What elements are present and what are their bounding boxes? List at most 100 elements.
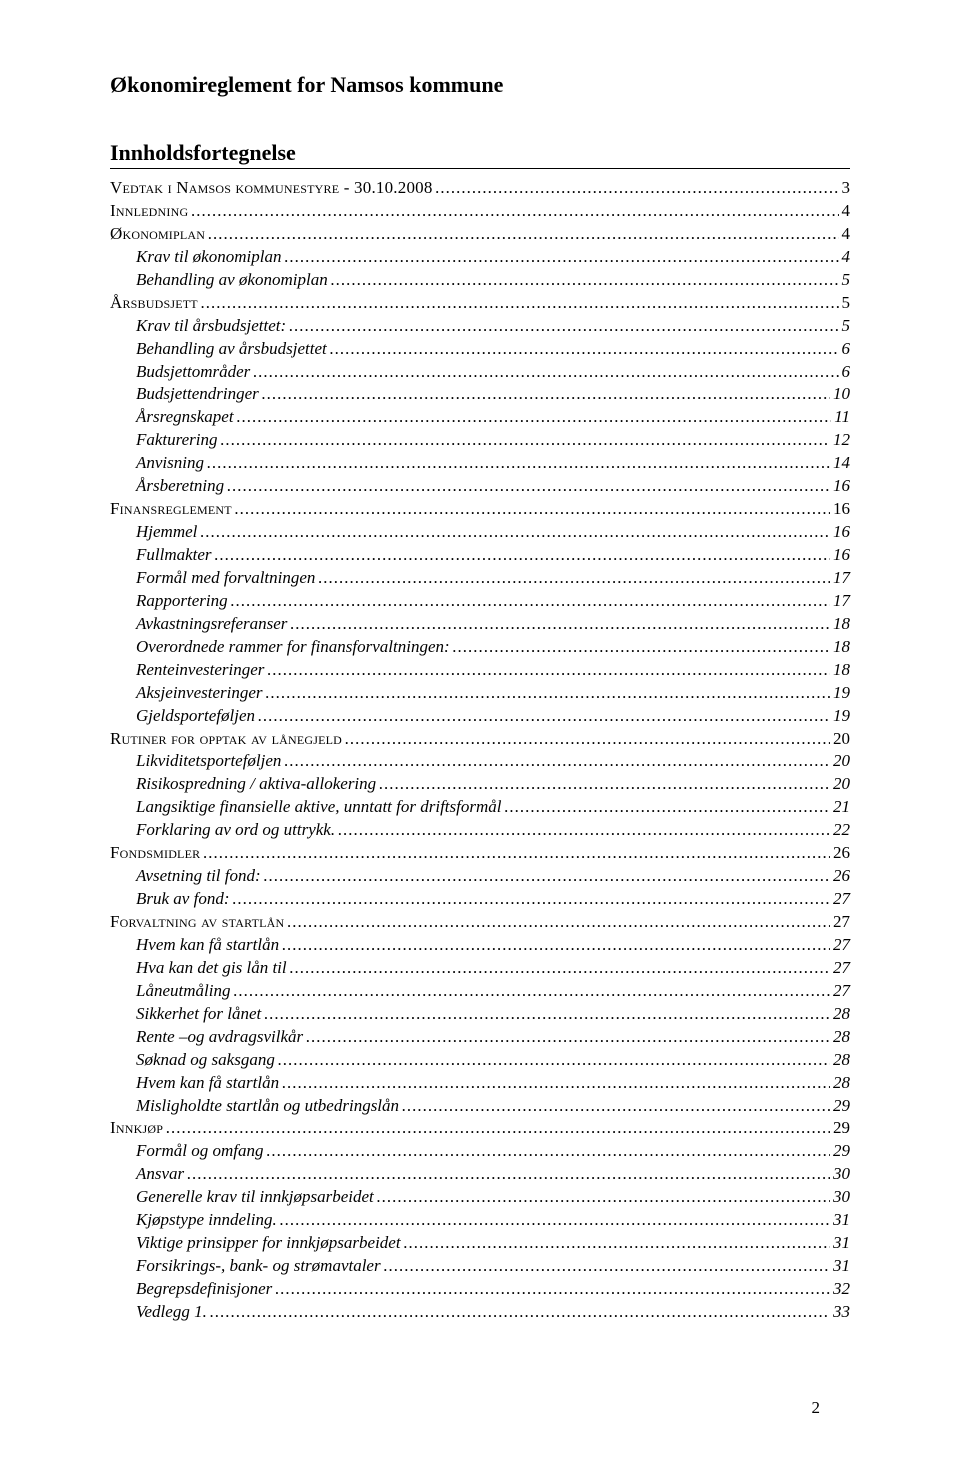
toc-row: Aksjeinvesteringer 19 <box>110 682 850 705</box>
toc-leader-dots <box>232 888 830 911</box>
toc-row: Budsjettendringer 10 <box>110 383 850 406</box>
toc-page-number: 6 <box>842 361 851 384</box>
toc-row: Likviditetsporteføljen 20 <box>110 750 850 773</box>
toc-row: Behandling av økonomiplan 5 <box>110 269 850 292</box>
toc-page-number: 18 <box>833 613 850 636</box>
toc-row: Hvem kan få startlån 28 <box>110 1072 850 1095</box>
toc-label: Krav til økonomiplan <box>136 246 281 269</box>
toc-label: Vedtak i Namsos kommunestyre - 30.10.200… <box>110 177 433 200</box>
toc-page-number: 11 <box>834 406 850 429</box>
table-of-contents: Vedtak i Namsos kommunestyre - 30.10.200… <box>110 177 850 1324</box>
toc-label: Likviditetsporteføljen <box>136 750 281 773</box>
toc-row: Generelle krav til innkjøpsarbeidet 30 <box>110 1186 850 1209</box>
toc-page-number: 5 <box>842 292 851 315</box>
toc-leader-dots <box>215 544 830 567</box>
toc-page-number: 4 <box>842 223 851 246</box>
toc-page-number: 16 <box>833 521 850 544</box>
toc-page-number: 5 <box>842 269 851 292</box>
toc-page-number: 33 <box>833 1301 850 1324</box>
toc-label: Innledning <box>110 200 188 223</box>
toc-leader-dots <box>318 567 830 590</box>
toc-label: Langsiktige finansielle aktive, unntatt … <box>136 796 501 819</box>
toc-row: Formål med forvaltningen 17 <box>110 567 850 590</box>
toc-leader-dots <box>330 338 839 361</box>
toc-leader-dots <box>221 429 830 452</box>
toc-label: Viktige prinsipper for innkjøpsarbeidet <box>136 1232 401 1255</box>
toc-label: Avkastningsreferanser <box>136 613 287 636</box>
toc-page-number: 27 <box>833 888 850 911</box>
toc-leader-dots <box>284 750 830 773</box>
toc-label: Fondsmidler <box>110 842 200 865</box>
toc-page-number: 16 <box>833 544 850 567</box>
toc-label: Misligholdte startlån og utbedringslån <box>136 1095 399 1118</box>
toc-leader-dots <box>258 705 830 728</box>
toc-label: Begrepsdefinisjoner <box>136 1278 272 1301</box>
toc-page-number: 12 <box>833 429 850 452</box>
toc-leader-dots <box>278 1049 830 1072</box>
toc-label: Låneutmåling <box>136 980 230 1003</box>
toc-row: Overordnede rammer for finansforvaltning… <box>110 636 850 659</box>
toc-leader-dots <box>377 1186 830 1209</box>
toc-label: Hvem kan få startlån <box>136 934 279 957</box>
toc-page-number: 26 <box>833 865 850 888</box>
toc-leader-dots <box>282 934 830 957</box>
toc-leader-dots <box>331 269 839 292</box>
toc-row: Forklaring av ord og uttrykk. 22 <box>110 819 850 842</box>
toc-label: Formål og omfang <box>136 1140 264 1163</box>
toc-row: Fondsmidler 26 <box>110 842 850 865</box>
toc-label: Rapportering <box>136 590 228 613</box>
toc-label: Budsjettområder <box>136 361 250 384</box>
toc-leader-dots <box>436 177 839 200</box>
toc-label: Behandling av årsbudsjettet <box>136 338 327 361</box>
toc-row: Søknad og saksgang 28 <box>110 1049 850 1072</box>
toc-page-number: 20 <box>833 750 850 773</box>
toc-label: Ansvar <box>136 1163 184 1186</box>
toc-row: Årsbudsjett 5 <box>110 292 850 315</box>
toc-leader-dots <box>289 315 838 338</box>
toc-label: Rutiner for opptak av lånegjeld <box>110 728 342 751</box>
toc-leader-dots <box>267 659 830 682</box>
toc-row: Renteinvesteringer 18 <box>110 659 850 682</box>
toc-row: Årsregnskapet 11 <box>110 406 850 429</box>
toc-leader-dots <box>231 590 830 613</box>
toc-label: Budsjettendringer <box>136 383 259 406</box>
toc-leader-dots <box>191 200 838 223</box>
toc-page-number: 26 <box>833 842 850 865</box>
toc-row: Vedtak i Namsos kommunestyre - 30.10.200… <box>110 177 850 200</box>
toc-label: Innkjøp <box>110 1117 163 1140</box>
toc-page-number: 28 <box>833 1049 850 1072</box>
divider <box>110 168 850 169</box>
toc-leader-dots <box>453 636 830 659</box>
toc-row: Fakturering 12 <box>110 429 850 452</box>
toc-row: Risikospredning / aktiva-allokering 20 <box>110 773 850 796</box>
toc-row: Krav til årsbudsjettet: 5 <box>110 315 850 338</box>
toc-page-number: 3 <box>842 177 851 200</box>
toc-page-number: 31 <box>833 1255 850 1278</box>
toc-page-number: 16 <box>833 475 850 498</box>
toc-page-number: 5 <box>842 315 851 338</box>
toc-row: Langsiktige finansielle aktive, unntatt … <box>110 796 850 819</box>
toc-leader-dots <box>306 1026 830 1049</box>
toc-label: Fakturering <box>136 429 218 452</box>
toc-page-number: 29 <box>833 1095 850 1118</box>
toc-row: Årsberetning 16 <box>110 475 850 498</box>
toc-row: Budsjettområder 6 <box>110 361 850 384</box>
toc-label: Sikkerhet for lånet <box>136 1003 261 1026</box>
toc-row: Rapportering 17 <box>110 590 850 613</box>
toc-leader-dots <box>235 498 830 521</box>
toc-leader-dots <box>187 1163 830 1186</box>
document-page: Økonomireglement for Namsos kommune Innh… <box>0 0 960 1460</box>
toc-leader-dots <box>280 1209 830 1232</box>
toc-label: Hjemmel <box>136 521 197 544</box>
toc-label: Formål med forvaltningen <box>136 567 315 590</box>
toc-page-number: 19 <box>833 682 850 705</box>
toc-page-number: 29 <box>833 1140 850 1163</box>
toc-leader-dots <box>201 292 839 315</box>
toc-page-number: 31 <box>833 1209 850 1232</box>
toc-row: Krav til økonomiplan 4 <box>110 246 850 269</box>
toc-leader-dots <box>253 361 838 384</box>
toc-label: Økonomiplan <box>110 223 205 246</box>
toc-label: Hva kan det gis lån til <box>136 957 287 980</box>
toc-page-number: 27 <box>833 957 850 980</box>
toc-page-number: 20 <box>833 728 850 751</box>
